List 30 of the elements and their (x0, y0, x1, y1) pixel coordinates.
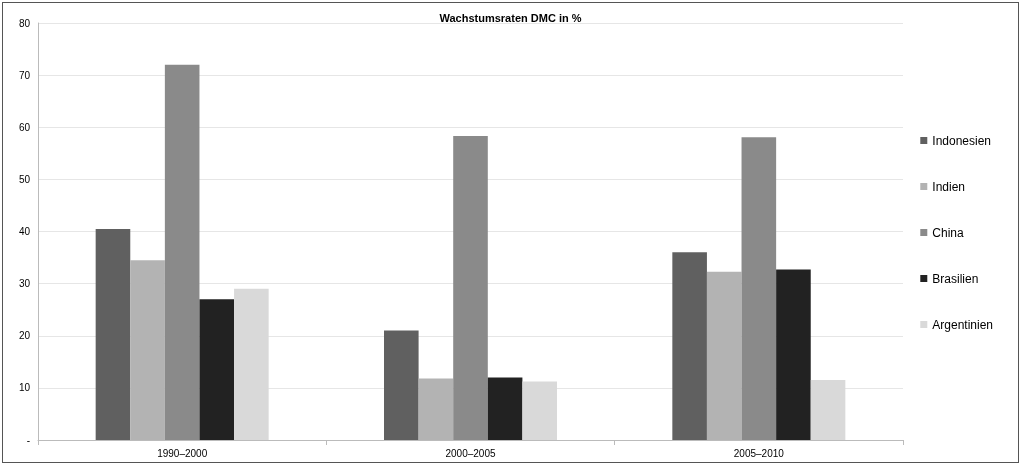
bar (672, 252, 707, 440)
bar (522, 381, 557, 440)
bar (199, 299, 235, 440)
bar (234, 288, 269, 440)
y-tick-label: 80 (18, 17, 31, 29)
y-tick-label: 30 (18, 278, 31, 290)
y-tick-label: - (26, 434, 30, 446)
legend-label: Argentinien (932, 317, 994, 332)
legend-label: Indonesien (932, 133, 992, 148)
y-tick-label: 20 (18, 330, 31, 342)
bar (384, 330, 419, 440)
y-tick-label: 40 (18, 226, 31, 237)
y-tick-label: 10 (18, 382, 31, 394)
bar (164, 64, 200, 440)
legend-label: China (932, 225, 964, 240)
legend-label: Indien (932, 179, 965, 194)
x-tick-label: 2000–2005 (445, 447, 496, 459)
bar (453, 136, 488, 440)
bar (741, 137, 777, 440)
x-tick-label: 2005–2010 (733, 447, 785, 459)
bar (95, 228, 131, 440)
bar (776, 269, 811, 440)
y-tick-label: 60 (18, 121, 31, 133)
bar (487, 377, 523, 440)
x-tick-label: 1990–2000 (157, 447, 208, 459)
y-tick-label: 70 (18, 69, 31, 81)
legend-label: Brasilien (932, 271, 979, 286)
y-tick-label: 50 (18, 173, 31, 185)
bar (810, 380, 846, 440)
chart-title: Wachstumsraten DMC in % (439, 11, 582, 24)
